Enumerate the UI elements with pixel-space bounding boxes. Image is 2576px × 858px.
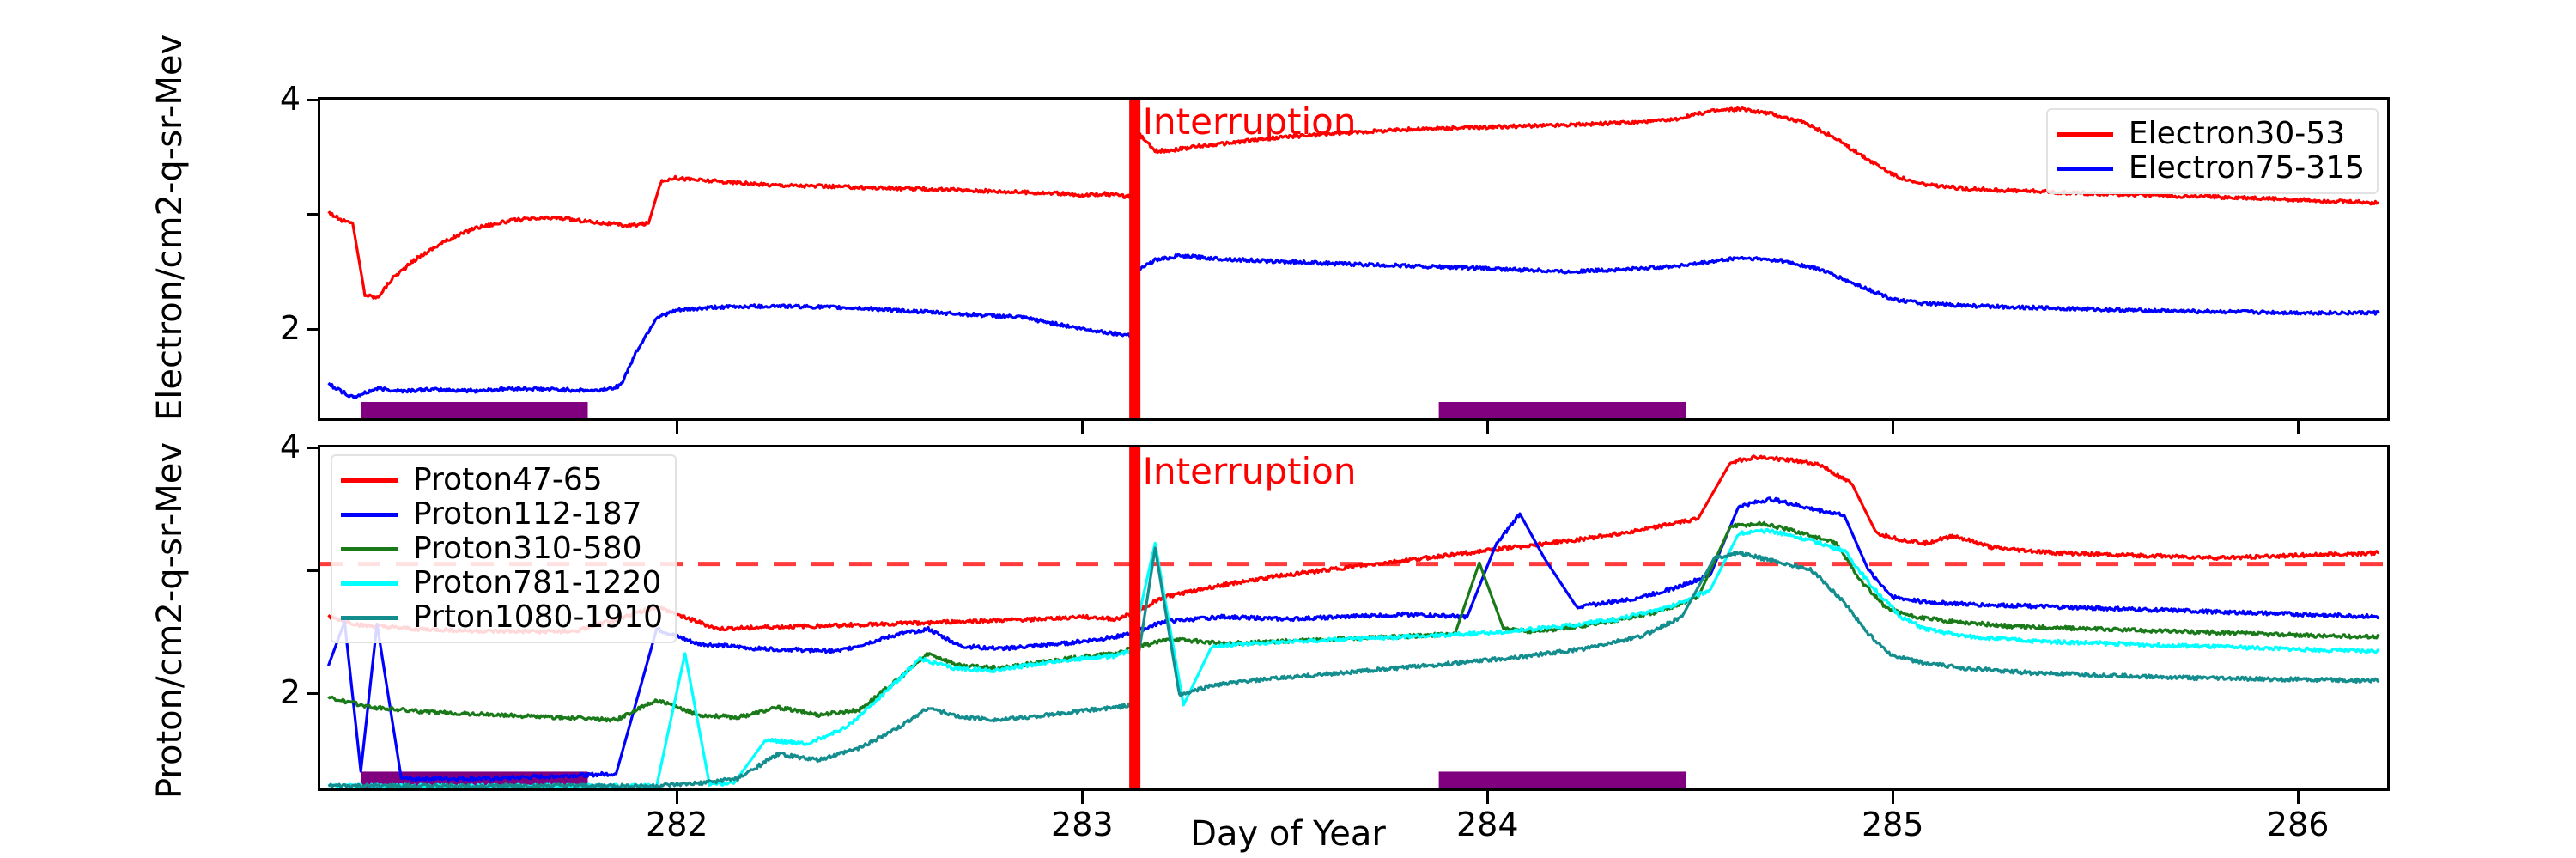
series-line [327, 527, 2380, 788]
legend-item[interactable]: Proton112-187 [341, 497, 663, 532]
y-tick-label: 2 [279, 308, 301, 347]
interruption-label-top: Interruption [1142, 100, 1357, 143]
y-tick-label: 4 [279, 428, 301, 466]
series-line [327, 106, 2379, 300]
y-tick-mark [307, 691, 320, 695]
y-tick-mark [307, 213, 320, 216]
legend-label: Electron30-53 [2128, 116, 2346, 151]
interruption-label-bottom: Interruption [1142, 450, 1357, 492]
proton-legend: Proton47-65 Proton112-187 Proton310-580 Pro… [331, 454, 677, 643]
x-tick-mark-top [2297, 421, 2300, 434]
x-tick-label: 286 [2266, 806, 2330, 843]
legend-color-swatch [2056, 131, 2113, 137]
legend-color-swatch [341, 512, 398, 517]
x-tick-mark [1892, 791, 1895, 804]
legend-label: Prton1080-1910 [413, 599, 664, 635]
electron-series-canvas [327, 100, 2380, 418]
series-line [327, 253, 2380, 399]
legend-label: Proton781-1220 [413, 565, 662, 600]
event-bar [1438, 401, 1686, 418]
x-tick-mark [2297, 791, 2300, 804]
electron-legend: Electron30-53 Electron75-315 [2045, 108, 2379, 194]
x-tick-mark [676, 791, 679, 804]
legend-label: Proton112-187 [413, 496, 642, 532]
proton-panel: Proton47-65 Proton112-187 Proton310-580 Pro… [318, 445, 2390, 791]
y-tick-mark [307, 99, 320, 101]
event-bar [361, 401, 588, 418]
electron-plot-area [320, 100, 2387, 418]
y-tick-mark [307, 327, 320, 331]
event-bar [1438, 771, 1686, 788]
legend-label: Proton310-580 [413, 531, 642, 566]
y-tick-label: 4 [279, 80, 301, 118]
legend-item[interactable]: Electron30-53 [2056, 116, 2365, 151]
legend-item[interactable]: Proton47-65 [341, 463, 663, 497]
series-line [327, 546, 2380, 788]
x-tick-mark-top [1486, 421, 1490, 434]
x-tick-label: 282 [646, 806, 708, 843]
y-axis-label-electron: Electron/cm2-q-sr-Mev [150, 33, 190, 421]
y-tick-mark [307, 569, 320, 572]
legend-item[interactable]: Proton781-1220 [341, 566, 663, 600]
x-tick-label: 285 [1861, 806, 1924, 843]
legend-color-swatch [2056, 166, 2113, 171]
y-tick-label: 2 [279, 672, 301, 711]
legend-label: Electron75-315 [2128, 150, 2365, 186]
legend-item[interactable]: Electron75-315 [2056, 150, 2365, 186]
y-axis-label-proton: Proton/cm2-q-sr-Mev [150, 441, 190, 799]
y-tick-mark [307, 447, 320, 449]
x-tick-mark-top [676, 421, 679, 434]
x-tick-mark [1081, 791, 1084, 804]
x-axis-label: Day of Year [1190, 814, 1386, 854]
x-tick-mark-top [1081, 421, 1084, 434]
legend-color-swatch [341, 478, 398, 483]
legend-color-swatch [341, 615, 398, 620]
x-tick-label: 283 [1051, 806, 1114, 843]
legend-label: Proton47-65 [413, 462, 603, 497]
legend-item[interactable]: Proton310-580 [341, 532, 663, 566]
x-tick-mark-top [1892, 421, 1895, 434]
legend-item[interactable]: Prton1080-1910 [341, 600, 663, 635]
legend-color-swatch [341, 546, 398, 551]
x-tick-mark [1486, 791, 1490, 804]
legend-color-swatch [341, 581, 398, 586]
x-tick-label: 284 [1455, 806, 1519, 843]
electron-panel: Electron30-53 Electron75-315 [318, 97, 2390, 421]
